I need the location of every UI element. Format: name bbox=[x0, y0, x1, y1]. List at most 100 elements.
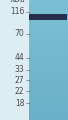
Bar bbox=[29, 82, 68, 83]
Bar bbox=[29, 98, 68, 99]
Bar bbox=[29, 117, 68, 118]
Bar bbox=[29, 16, 68, 17]
Bar bbox=[29, 49, 68, 50]
Bar bbox=[29, 67, 68, 68]
Bar bbox=[29, 83, 68, 84]
Bar bbox=[29, 14, 67, 20]
Bar bbox=[29, 31, 68, 32]
Bar bbox=[29, 38, 68, 39]
Bar bbox=[29, 23, 68, 24]
Bar bbox=[29, 37, 68, 38]
Bar bbox=[29, 92, 68, 93]
Bar bbox=[29, 81, 68, 82]
Bar bbox=[29, 85, 68, 86]
Bar bbox=[29, 45, 68, 46]
Bar bbox=[29, 6, 68, 7]
Bar bbox=[29, 30, 68, 31]
Bar bbox=[29, 68, 68, 69]
Bar bbox=[29, 111, 68, 112]
Bar bbox=[29, 69, 68, 70]
Bar bbox=[29, 96, 68, 97]
Bar bbox=[29, 64, 68, 65]
Bar bbox=[29, 29, 68, 30]
Bar bbox=[29, 28, 68, 29]
Bar bbox=[29, 43, 68, 44]
Bar bbox=[29, 102, 68, 103]
Bar bbox=[29, 5, 68, 6]
Bar bbox=[29, 4, 68, 5]
Bar bbox=[29, 7, 68, 8]
Bar bbox=[29, 26, 68, 27]
Bar bbox=[29, 55, 68, 56]
Bar bbox=[29, 97, 68, 98]
Bar bbox=[29, 24, 68, 25]
Bar bbox=[29, 78, 68, 79]
Bar bbox=[29, 79, 68, 80]
Bar bbox=[29, 32, 68, 33]
Bar bbox=[29, 39, 68, 40]
Bar bbox=[29, 13, 68, 14]
Text: kDa: kDa bbox=[11, 0, 26, 4]
Bar bbox=[29, 22, 68, 23]
Bar bbox=[29, 57, 68, 58]
Bar bbox=[29, 53, 68, 54]
Bar bbox=[29, 104, 68, 105]
Text: 27: 27 bbox=[15, 76, 24, 85]
Bar bbox=[29, 47, 68, 48]
Bar bbox=[29, 93, 68, 94]
Bar bbox=[29, 52, 68, 53]
Bar bbox=[29, 116, 68, 117]
Bar bbox=[29, 89, 68, 90]
Text: 44: 44 bbox=[15, 53, 24, 62]
Bar bbox=[29, 20, 68, 21]
Bar bbox=[29, 46, 68, 47]
Bar bbox=[29, 36, 68, 37]
Bar bbox=[29, 33, 68, 34]
Bar bbox=[29, 119, 68, 120]
Bar bbox=[29, 27, 68, 28]
Bar bbox=[29, 42, 68, 43]
Bar bbox=[29, 66, 68, 67]
Bar bbox=[29, 15, 68, 16]
Bar bbox=[29, 25, 68, 26]
Bar bbox=[29, 56, 68, 57]
Bar bbox=[29, 54, 68, 55]
Bar bbox=[29, 19, 68, 20]
Bar bbox=[29, 8, 68, 9]
Bar bbox=[29, 63, 68, 64]
Bar bbox=[29, 14, 68, 15]
Bar bbox=[29, 101, 68, 102]
Bar bbox=[29, 75, 68, 76]
Bar bbox=[29, 76, 68, 77]
Bar bbox=[29, 44, 68, 45]
Bar bbox=[29, 87, 68, 88]
Bar bbox=[29, 115, 68, 116]
Bar bbox=[29, 74, 68, 75]
Bar bbox=[29, 51, 68, 52]
Bar bbox=[29, 105, 68, 106]
Bar bbox=[29, 18, 68, 19]
Bar bbox=[29, 21, 68, 22]
Bar bbox=[29, 110, 68, 111]
Bar bbox=[29, 99, 68, 100]
Bar bbox=[29, 90, 68, 91]
Bar bbox=[29, 113, 68, 114]
Bar bbox=[29, 50, 68, 51]
Bar bbox=[29, 95, 68, 96]
Bar bbox=[29, 73, 68, 74]
Text: 22: 22 bbox=[15, 87, 24, 96]
Text: 33: 33 bbox=[15, 65, 24, 74]
Bar bbox=[29, 61, 68, 62]
Text: 116: 116 bbox=[10, 7, 24, 17]
Bar bbox=[29, 108, 68, 109]
Bar bbox=[29, 71, 68, 72]
Bar bbox=[29, 91, 68, 92]
Bar bbox=[29, 112, 68, 113]
Bar bbox=[29, 59, 68, 60]
Bar bbox=[29, 0, 68, 1]
Bar bbox=[29, 106, 68, 107]
Bar bbox=[29, 60, 68, 61]
Bar bbox=[29, 65, 68, 66]
Bar bbox=[29, 34, 68, 35]
Bar bbox=[29, 12, 68, 13]
